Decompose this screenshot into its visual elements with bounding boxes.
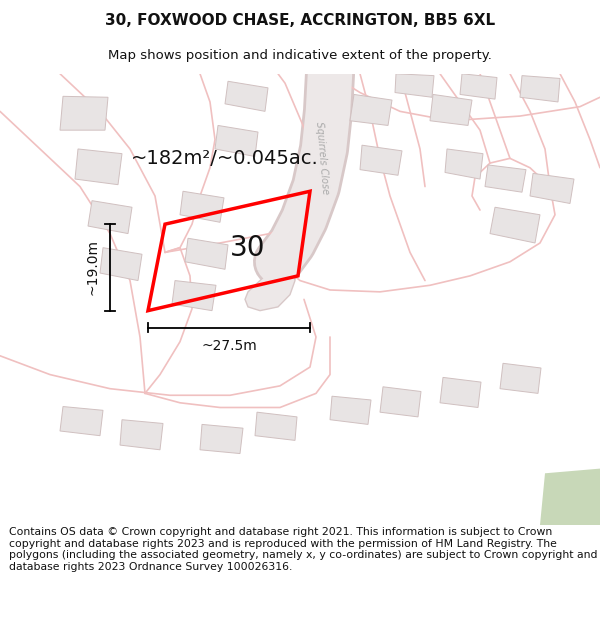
- Text: 30, FOXWOOD CHASE, ACCRINGTON, BB5 6XL: 30, FOXWOOD CHASE, ACCRINGTON, BB5 6XL: [105, 13, 495, 28]
- Text: ~19.0m: ~19.0m: [86, 239, 100, 296]
- Polygon shape: [540, 469, 600, 525]
- Text: ~182m²/~0.045ac.: ~182m²/~0.045ac.: [131, 149, 319, 168]
- Text: 30: 30: [230, 234, 266, 262]
- Polygon shape: [500, 363, 541, 393]
- Polygon shape: [430, 94, 472, 126]
- Text: Map shows position and indicative extent of the property.: Map shows position and indicative extent…: [108, 49, 492, 62]
- Polygon shape: [530, 173, 574, 204]
- Text: Contains OS data © Crown copyright and database right 2021. This information is : Contains OS data © Crown copyright and d…: [9, 527, 598, 572]
- Polygon shape: [440, 378, 481, 408]
- Polygon shape: [520, 76, 560, 102]
- Text: Squirrels Close: Squirrels Close: [314, 121, 330, 195]
- Polygon shape: [445, 149, 483, 179]
- Polygon shape: [88, 201, 132, 234]
- Polygon shape: [172, 281, 216, 311]
- Polygon shape: [330, 396, 371, 424]
- Polygon shape: [200, 424, 243, 454]
- Polygon shape: [180, 191, 224, 222]
- Polygon shape: [350, 94, 392, 126]
- Polygon shape: [395, 74, 434, 98]
- Polygon shape: [60, 406, 103, 436]
- Polygon shape: [360, 145, 402, 175]
- Polygon shape: [75, 149, 122, 184]
- Polygon shape: [255, 412, 297, 441]
- Polygon shape: [225, 81, 268, 111]
- Text: ~27.5m: ~27.5m: [201, 339, 257, 353]
- Polygon shape: [215, 126, 258, 156]
- Polygon shape: [490, 208, 540, 243]
- Polygon shape: [485, 165, 526, 192]
- Polygon shape: [120, 420, 163, 450]
- Polygon shape: [245, 262, 295, 311]
- Polygon shape: [100, 248, 142, 281]
- Polygon shape: [460, 74, 497, 99]
- Polygon shape: [60, 96, 108, 130]
- Polygon shape: [380, 387, 421, 417]
- Polygon shape: [185, 238, 228, 269]
